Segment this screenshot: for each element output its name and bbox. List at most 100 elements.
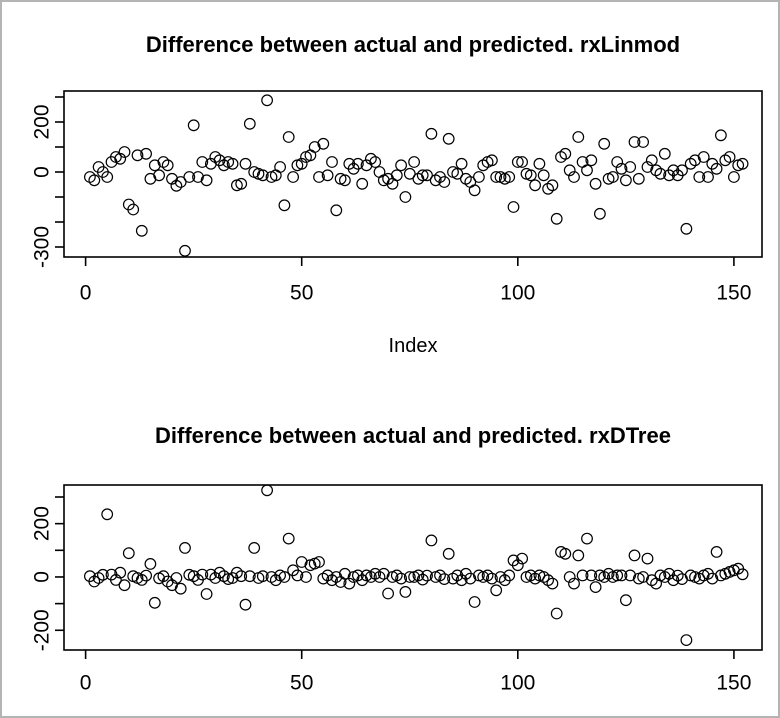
data-point xyxy=(88,575,101,588)
x-tick-label: 100 xyxy=(500,282,535,305)
data-point xyxy=(114,152,127,165)
data-point xyxy=(308,141,321,153)
data-point xyxy=(222,573,235,585)
data-point xyxy=(412,569,425,582)
y-tick-label: 0 xyxy=(31,166,54,178)
data-point xyxy=(235,570,248,583)
data-point xyxy=(343,577,356,590)
data-point xyxy=(736,157,749,170)
data-point xyxy=(511,559,524,572)
plot1-title: Difference between actual and predicted.… xyxy=(145,32,681,57)
data-point xyxy=(282,131,295,143)
data-point xyxy=(196,156,209,168)
plot2-title: Difference between actual and predicted.… xyxy=(155,423,671,448)
data-point xyxy=(421,569,433,582)
data-point xyxy=(671,569,684,582)
data-point xyxy=(663,567,675,580)
data-point xyxy=(667,574,680,587)
data-point xyxy=(637,136,649,148)
data-point xyxy=(114,566,127,579)
data-point xyxy=(581,164,593,177)
data-point xyxy=(455,574,468,587)
data-point xyxy=(572,549,585,562)
data-point xyxy=(144,558,157,570)
data-point xyxy=(632,172,645,185)
data-point xyxy=(369,156,382,168)
data-point xyxy=(620,174,632,187)
data-point xyxy=(287,171,300,183)
data-point xyxy=(425,534,438,547)
data-point xyxy=(645,154,658,167)
data-point xyxy=(542,182,554,195)
data-point xyxy=(122,547,135,560)
data-point xyxy=(585,569,598,582)
data-point xyxy=(200,174,213,187)
data-point xyxy=(620,594,632,607)
data-point xyxy=(174,582,187,595)
data-point xyxy=(585,154,598,167)
data-point xyxy=(256,169,269,182)
data-point xyxy=(546,179,559,192)
data-point xyxy=(174,176,187,188)
data-point xyxy=(179,244,191,257)
data-point xyxy=(403,167,416,180)
data-point xyxy=(710,546,723,558)
data-point xyxy=(594,207,606,220)
data-point xyxy=(148,596,161,609)
plot1-x-axis-label: Index xyxy=(388,335,438,357)
data-point xyxy=(170,179,183,192)
x-tick-label: 0 xyxy=(80,672,92,695)
data-point xyxy=(278,199,291,212)
data-point xyxy=(421,169,433,182)
data-point xyxy=(148,159,161,172)
data-point xyxy=(408,156,421,168)
data-point xyxy=(239,157,252,170)
data-point xyxy=(486,572,498,585)
data-point xyxy=(464,572,477,585)
data-point xyxy=(697,151,710,163)
data-point xyxy=(438,573,451,585)
data-point xyxy=(295,556,308,568)
plot1-y-axis: 200 0 -300 xyxy=(31,96,64,268)
data-point xyxy=(568,577,580,590)
data-point xyxy=(615,162,628,175)
data-point xyxy=(516,156,528,168)
data-point xyxy=(615,569,628,582)
data-point xyxy=(213,566,226,579)
data-point xyxy=(135,574,148,586)
data-point xyxy=(624,161,637,173)
data-point xyxy=(507,201,520,213)
data-point xyxy=(650,164,662,177)
data-point xyxy=(153,169,166,182)
data-point xyxy=(274,161,287,173)
plot2-data-points xyxy=(83,484,749,646)
plot2-box xyxy=(63,484,763,651)
data-point xyxy=(352,157,364,170)
x-tick-label: 50 xyxy=(290,672,313,695)
data-point xyxy=(127,203,140,216)
data-point xyxy=(330,204,343,217)
data-point xyxy=(563,571,576,583)
data-point xyxy=(256,570,269,583)
data-point xyxy=(183,171,196,183)
data-point xyxy=(382,587,395,600)
data-point xyxy=(628,549,641,562)
data-point xyxy=(313,171,325,183)
data-point xyxy=(282,532,295,545)
data-point xyxy=(576,569,589,582)
y-tick-label: 200 xyxy=(31,104,54,139)
data-point xyxy=(455,157,468,170)
data-point xyxy=(715,129,727,142)
data-point xyxy=(598,137,611,150)
data-point xyxy=(243,570,256,583)
data-point xyxy=(356,177,369,190)
data-point xyxy=(239,598,252,611)
data-point xyxy=(607,171,619,183)
data-point xyxy=(416,169,429,182)
data-point xyxy=(546,577,559,590)
data-point xyxy=(395,572,408,585)
data-point xyxy=(135,224,148,237)
data-point xyxy=(563,164,576,177)
